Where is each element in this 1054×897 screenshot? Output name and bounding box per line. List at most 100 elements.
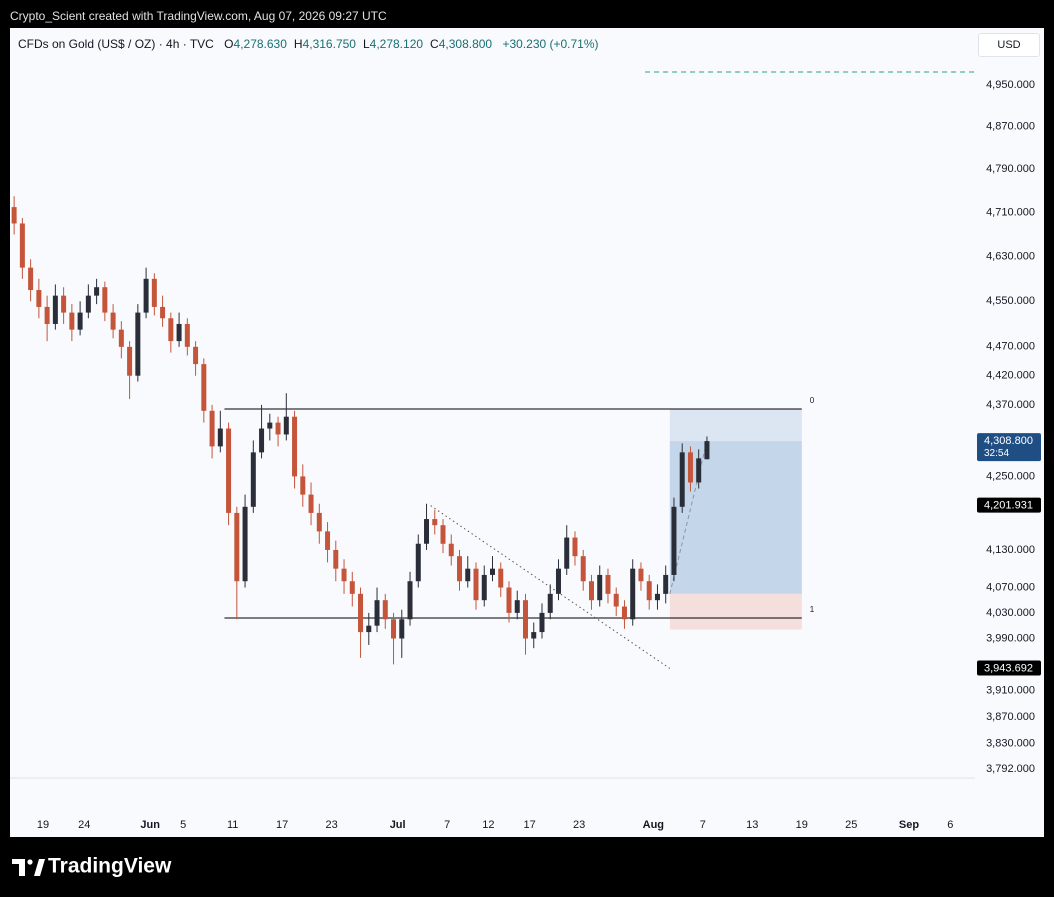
candle-body [506, 587, 512, 613]
candle-body [572, 537, 578, 557]
brand-logo [12, 859, 45, 876]
candle-body [61, 295, 67, 313]
candle-body [151, 278, 157, 307]
x-tick-label: Jul [390, 819, 406, 831]
candle-body [481, 574, 487, 601]
candle-body [638, 568, 644, 582]
y-tick-label: 3,990.000 [986, 632, 1035, 644]
candle-body [242, 506, 248, 582]
candle-body [613, 593, 619, 607]
y-tick-label: 3,792.000 [986, 763, 1035, 775]
candle-body [209, 410, 215, 447]
x-tick-label: 7 [700, 819, 706, 831]
candle-body [671, 506, 677, 575]
y-tick-label: 4,130.000 [986, 544, 1035, 556]
x-tick-label: 23 [326, 819, 338, 831]
x-tick-label: 12 [482, 819, 494, 831]
y-tick-label: 3,830.000 [986, 737, 1035, 749]
candle-body [259, 428, 265, 453]
x-tick-label: 23 [573, 819, 585, 831]
candle-body [646, 581, 652, 601]
candle-body [440, 525, 446, 544]
candle-body [11, 207, 17, 224]
legend-key: H [293, 37, 303, 51]
candle-body [588, 581, 594, 601]
legend-value: 4,278.630 [233, 37, 287, 51]
price-badge-label: 4,308.800 [984, 435, 1033, 447]
price-badge [977, 497, 1041, 513]
candle-body [374, 600, 380, 626]
legend-key: L [362, 37, 370, 51]
y-tick-label: 3,870.000 [986, 711, 1035, 723]
candle-body [44, 306, 50, 324]
candle-body [679, 452, 685, 507]
candle-body [28, 267, 34, 291]
position-path [669, 441, 708, 594]
candle-body [580, 556, 586, 582]
candle-body [621, 606, 627, 620]
candle-body [564, 537, 570, 569]
candle-body [234, 512, 240, 582]
candle-body [498, 568, 504, 588]
candle-body [267, 422, 273, 429]
candle-body [36, 290, 42, 307]
y-tick-label: 4,070.000 [986, 581, 1035, 593]
candle-body [325, 531, 331, 550]
y-tick-label: 4,790.000 [986, 163, 1035, 175]
y-tick-label: 4,470.000 [986, 341, 1035, 353]
candle-body [399, 619, 405, 639]
candle-body [316, 512, 322, 532]
candle-body [201, 364, 207, 411]
candle-body [630, 568, 636, 620]
candle-body [193, 346, 199, 365]
candle-body [349, 581, 355, 594]
candle-body [687, 452, 693, 483]
candle-body [226, 428, 232, 513]
change: +30.230 (+0.71%) [502, 37, 599, 51]
symbol: CFDs on Gold (US$ / OZ) · 4h · TVC [18, 37, 214, 51]
y-tick-label: 4,030.000 [986, 607, 1035, 619]
candle-body [424, 519, 430, 544]
price-badge-label: 3,943.692 [984, 662, 1033, 674]
x-tick-label: Jun [140, 819, 160, 831]
candle-body [127, 346, 133, 376]
y-tick-label: 4,630.000 [986, 250, 1035, 262]
candle-body [391, 619, 397, 639]
candle-body [473, 568, 479, 601]
candle-body [432, 519, 438, 526]
price-badge [977, 433, 1041, 462]
candle-body [366, 625, 372, 633]
candle-body [407, 581, 413, 620]
candle-body [539, 612, 545, 633]
y-tick-label: 4,370.000 [986, 399, 1035, 411]
caption: Crypto_Scient created with TradingView.c… [10, 9, 387, 23]
candle-body [522, 600, 528, 639]
legend: CFDs on Gold (US$ / OZ) · 4h · TVC O4,27… [18, 37, 599, 51]
candle-body [292, 416, 298, 477]
ohlc: O4,278.630 H4,316.750 L4,278.120 C4,308.800 [224, 37, 499, 51]
candle-body [531, 632, 537, 639]
candle-body [168, 318, 174, 342]
candle-body [118, 329, 124, 347]
candle-body [358, 593, 364, 633]
y-tick-label: 4,420.000 [986, 370, 1035, 382]
candle-body [555, 568, 561, 594]
candle-body [110, 312, 116, 330]
candle-body [250, 452, 256, 507]
candle-body [654, 593, 660, 601]
candle-body [465, 568, 471, 582]
candle-body [308, 494, 314, 513]
currency-button[interactable]: USD [978, 33, 1040, 57]
x-tick-label: 5 [180, 819, 186, 831]
legend-value: 4,308.800 [438, 37, 493, 51]
range-label: 1 [810, 605, 815, 614]
candle-body [448, 543, 454, 557]
candle-body [605, 574, 611, 594]
chart-background [10, 28, 1044, 837]
candle-body [52, 295, 58, 324]
candle-body [184, 323, 190, 347]
x-tick-label: 17 [276, 819, 288, 831]
x-tick-label: 7 [444, 819, 450, 831]
